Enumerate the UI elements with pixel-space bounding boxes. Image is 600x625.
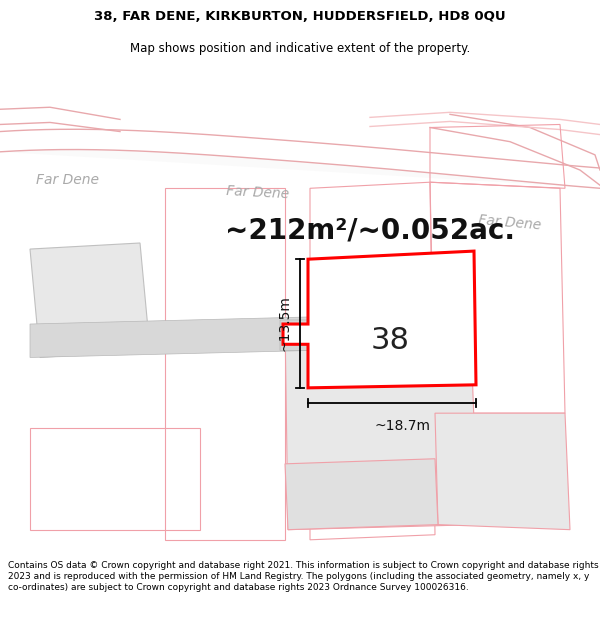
Text: ~13.5m: ~13.5m [277, 296, 291, 351]
Polygon shape [435, 413, 570, 529]
Polygon shape [0, 129, 600, 188]
Text: Far Dene: Far Dene [226, 184, 290, 201]
Text: Map shows position and indicative extent of the property.: Map shows position and indicative extent… [130, 42, 470, 55]
Text: Far Dene: Far Dene [478, 213, 542, 232]
Polygon shape [30, 243, 150, 357]
Text: Contains OS data © Crown copyright and database right 2021. This information is : Contains OS data © Crown copyright and d… [8, 561, 598, 592]
Text: Far Dene: Far Dene [37, 173, 100, 187]
Text: 38: 38 [371, 326, 409, 355]
Text: ~18.7m: ~18.7m [374, 419, 430, 433]
Polygon shape [280, 320, 475, 351]
Text: ~212m²/~0.052ac.: ~212m²/~0.052ac. [225, 217, 515, 245]
Polygon shape [285, 459, 438, 529]
Text: 38, FAR DENE, KIRKBURTON, HUDDERSFIELD, HD8 0QU: 38, FAR DENE, KIRKBURTON, HUDDERSFIELD, … [94, 11, 506, 23]
Polygon shape [285, 317, 478, 529]
Polygon shape [283, 251, 476, 388]
Polygon shape [30, 317, 315, 357]
Polygon shape [0, 131, 600, 188]
